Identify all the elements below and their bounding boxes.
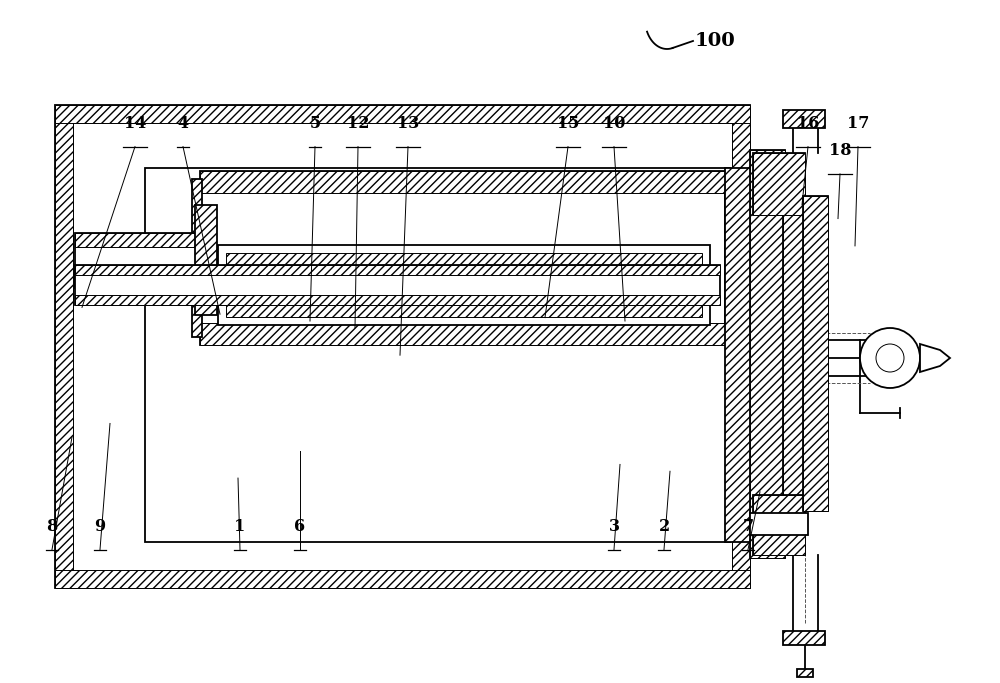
Bar xyxy=(783,175,805,535)
Bar xyxy=(73,123,732,570)
Bar xyxy=(55,105,750,588)
Bar xyxy=(783,631,825,645)
Bar xyxy=(732,105,750,588)
Text: 7: 7 xyxy=(742,518,754,535)
Polygon shape xyxy=(920,344,950,372)
Bar xyxy=(753,153,805,215)
Bar xyxy=(725,168,753,542)
Bar xyxy=(218,245,710,325)
Text: 10: 10 xyxy=(603,115,625,132)
Bar xyxy=(192,179,202,337)
Bar xyxy=(783,175,805,535)
Text: 17: 17 xyxy=(847,115,869,132)
Text: 15: 15 xyxy=(557,115,579,132)
Bar xyxy=(753,495,805,555)
Bar xyxy=(200,323,725,345)
Bar xyxy=(803,196,828,511)
Bar xyxy=(75,265,720,305)
Text: 5: 5 xyxy=(309,115,321,132)
Circle shape xyxy=(860,328,920,388)
Bar xyxy=(797,669,813,677)
Text: 14: 14 xyxy=(124,115,146,132)
Text: 18: 18 xyxy=(829,142,851,159)
Text: 3: 3 xyxy=(608,518,620,535)
Text: 4: 4 xyxy=(177,115,189,132)
Bar xyxy=(75,274,215,288)
Bar xyxy=(753,153,805,215)
Text: 100: 100 xyxy=(695,32,736,50)
Circle shape xyxy=(876,344,904,372)
Text: 12: 12 xyxy=(347,115,369,132)
Text: 16: 16 xyxy=(797,115,819,132)
Bar xyxy=(75,265,720,275)
Text: 2: 2 xyxy=(658,518,670,535)
Bar xyxy=(753,495,805,555)
Bar xyxy=(200,171,725,193)
Bar xyxy=(195,205,217,315)
Bar xyxy=(55,105,750,123)
Bar xyxy=(750,150,785,558)
Text: 6: 6 xyxy=(294,518,306,535)
Bar xyxy=(145,168,730,542)
Bar xyxy=(55,570,750,588)
Text: 8: 8 xyxy=(46,518,58,535)
Bar xyxy=(75,295,720,305)
Text: 13: 13 xyxy=(397,115,419,132)
Text: 9: 9 xyxy=(94,518,106,535)
Bar xyxy=(803,196,828,511)
Bar xyxy=(226,253,702,317)
Bar xyxy=(200,171,725,345)
Bar xyxy=(783,110,825,128)
Bar xyxy=(75,233,215,247)
Text: 1: 1 xyxy=(234,518,246,535)
Bar xyxy=(55,105,73,588)
Bar xyxy=(75,233,215,288)
Bar xyxy=(750,150,785,558)
Bar xyxy=(750,513,808,535)
